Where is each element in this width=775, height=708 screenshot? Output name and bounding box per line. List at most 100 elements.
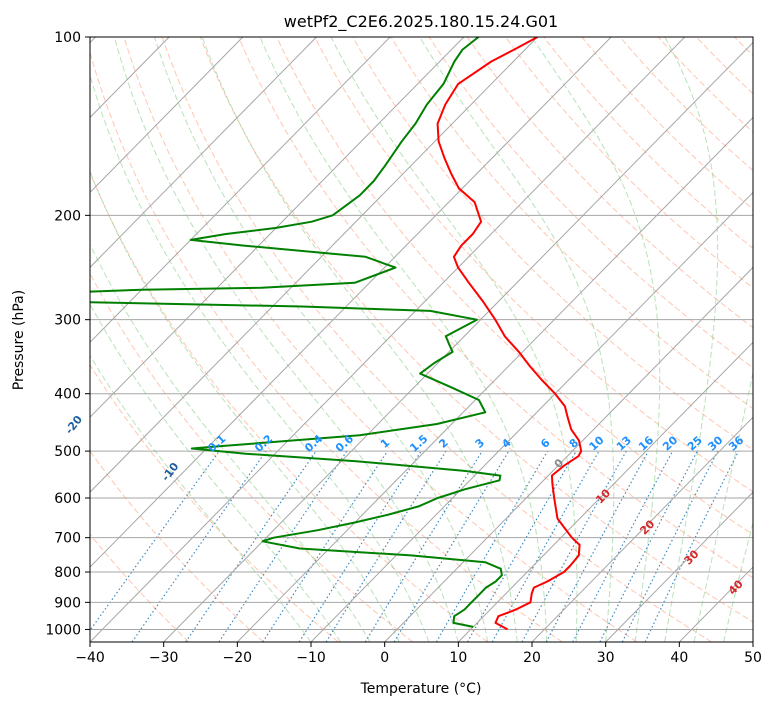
dry-adiabat-line (466, 37, 753, 329)
moist-adiabat-label: 0 (552, 456, 567, 471)
dry-adiabat-line (314, 37, 753, 493)
isotherm-line (90, 37, 686, 642)
isotherm-line (384, 266, 753, 642)
mixing-ratio-label: 30 (705, 433, 725, 453)
mixing-ratio-label: 36 (726, 433, 746, 453)
x-tick-label: 20 (523, 650, 541, 666)
x-axis-label: Temperature (°C) (360, 681, 482, 697)
moist-adiabat-line (154, 37, 489, 642)
mixing-ratio-line (521, 450, 627, 642)
y-tick-label: 400 (54, 387, 81, 403)
moist-adiabat-line (531, 37, 661, 642)
mixing-ratio-line (218, 450, 348, 642)
mixing-ratio-label: 6 (538, 436, 553, 451)
dry-adiabat-line (90, 450, 264, 642)
moist-adiabat-label: 30 (682, 547, 702, 567)
dry-adiabat-line (428, 37, 753, 369)
isotherm-line (90, 37, 317, 269)
grid-layer (90, 37, 753, 642)
isotherm-line (752, 641, 753, 642)
mixing-ratio-line (262, 450, 388, 642)
moist-adiabat-label: 10 (593, 486, 613, 506)
y-tick-label: 300 (54, 313, 81, 329)
mixing-ratio-label: 20 (660, 433, 680, 453)
moist-adiabat-line (90, 354, 312, 642)
moist-adiabat-line (259, 37, 548, 642)
mixing-ratio-line (325, 450, 447, 642)
moist-adiabat-line (419, 37, 615, 642)
mixing-ratio-line (545, 450, 649, 642)
mixing-ratio-line (364, 450, 483, 642)
dry-adiabat-label: -20 (63, 413, 86, 437)
moist-adiabat-line (201, 37, 518, 642)
x-tick-label: 50 (744, 650, 762, 666)
y-tick-label: 500 (54, 444, 81, 460)
isotherm-line (236, 116, 753, 642)
moist-adiabat-line (664, 37, 719, 642)
dewpoint-profile-line (90, 37, 503, 628)
y-tick-label: 1000 (45, 622, 81, 638)
mixing-ratio-label: 3 (473, 436, 487, 451)
dry-adiabat-line (90, 364, 339, 642)
isotherm-line (90, 37, 391, 343)
dry-adiabat-line (352, 37, 753, 451)
plot-frame (89, 36, 754, 643)
moist-adiabat-line (113, 37, 459, 642)
isotherm-line (90, 37, 612, 568)
x-tick-label: 40 (670, 650, 688, 666)
dry-adiabat-line (90, 171, 488, 642)
chart-title: wetPf2_C2E6.2025.180.15.24.G01 (284, 12, 558, 32)
temperature-profile-line (436, 37, 583, 631)
adiabat-label-layer: 0.10.20.40.611.52346810131620253036-100-… (63, 413, 747, 598)
dry-adiabat-line (90, 50, 563, 642)
dry-adiabat-line (505, 37, 753, 289)
x-tick-label: 30 (597, 650, 615, 666)
isotherm-line (163, 41, 753, 642)
moist-adiabat-line (330, 37, 578, 642)
y-tick-label: 900 (54, 595, 81, 611)
x-tick-label: −10 (296, 650, 326, 666)
isotherm-line (531, 416, 753, 642)
moist-adiabat-line (723, 520, 753, 642)
dry-adiabat-line (657, 37, 753, 133)
y-tick-label: 100 (54, 30, 81, 46)
moist-adiabat-line (90, 243, 371, 642)
x-tick-label: 0 (380, 650, 389, 666)
mixing-ratio-line (298, 450, 422, 642)
dry-adiabat-line (90, 533, 190, 642)
isotherm-line (310, 191, 753, 642)
x-tick-label: −20 (223, 650, 253, 666)
moist-adiabat-line (90, 73, 430, 642)
y-tick-label: 600 (54, 491, 81, 507)
mixing-ratio-line (572, 450, 674, 642)
mixing-ratio-label: 25 (685, 434, 705, 454)
dry-adiabat-line (695, 37, 753, 95)
isotherm-line (90, 37, 244, 194)
y-tick-label: 700 (54, 531, 81, 547)
mixing-ratio-line (599, 450, 698, 642)
dry-adiabat-line (123, 37, 638, 642)
moist-adiabat-line (693, 370, 753, 642)
moist-adiabat-label: 20 (637, 517, 657, 537)
mixing-ratio-label: 13 (614, 434, 634, 454)
mixing-ratio-line (90, 450, 220, 632)
mixing-ratio-line (621, 450, 719, 642)
dry-adiabat-line (619, 37, 753, 172)
isotherm-line (90, 37, 538, 493)
y-tick-label: 200 (54, 208, 81, 224)
y-axis-label: Pressure (hPa) (11, 290, 27, 390)
mixing-ratio-label: 16 (636, 433, 656, 453)
profile-layer (90, 37, 583, 631)
moist-adiabat-line (90, 170, 400, 642)
isotherm-line (457, 341, 753, 642)
x-tick-label: −30 (149, 650, 179, 666)
isotherm-line (605, 491, 753, 642)
moist-adiabat-label: 40 (726, 577, 746, 597)
mixing-ratio-label: 2 (436, 436, 450, 451)
dry-adiabat-line (734, 37, 753, 57)
mixing-ratio-line (393, 450, 510, 642)
mixing-ratio-line (185, 450, 317, 642)
isotherm-line (90, 37, 465, 418)
y-tick-label: 800 (54, 565, 81, 581)
